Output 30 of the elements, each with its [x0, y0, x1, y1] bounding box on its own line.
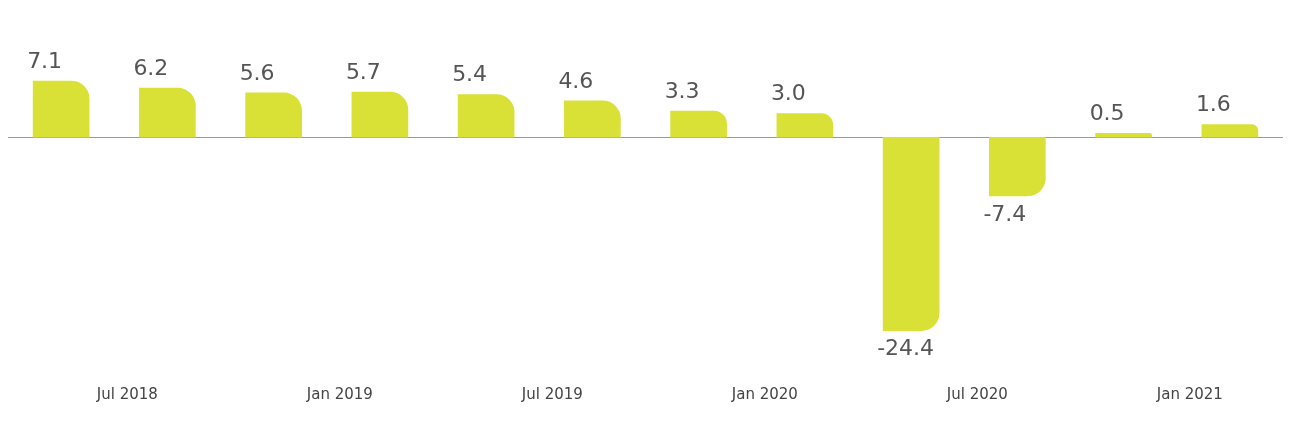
bar [1095, 132, 1152, 138]
x-tick-label: Jan 2020 [730, 384, 798, 403]
data-label: 5.6 [239, 59, 275, 85]
bar [32, 80, 90, 138]
data-label: 6.2 [133, 54, 169, 80]
bar [1201, 124, 1259, 138]
bar [139, 87, 196, 138]
bar [989, 136, 1046, 197]
data-label: 5.7 [345, 58, 381, 84]
data-label: 3.3 [664, 77, 700, 103]
bar [882, 136, 940, 331]
data-label: 5.4 [452, 61, 488, 87]
data-label: 1.6 [1195, 91, 1231, 117]
x-tick-label: Jan 2021 [1155, 384, 1223, 403]
data-label: 7.1 [27, 47, 63, 73]
data-label: 0.5 [1089, 100, 1125, 126]
bar [351, 91, 409, 138]
bar [564, 100, 621, 138]
bar [245, 92, 302, 138]
x-tick-label: Jul 2020 [945, 384, 1008, 403]
data-label: 3.0 [770, 80, 806, 106]
data-label: 4.6 [558, 67, 594, 93]
bar [457, 94, 515, 138]
data-label: -7.4 [983, 200, 1027, 226]
bar [776, 113, 834, 138]
x-tick-label: Jan 2019 [305, 384, 373, 403]
x-tick-label: Jul 2019 [520, 384, 583, 403]
x-tick-label: Jul 2018 [95, 384, 158, 403]
bar [670, 110, 727, 138]
data-label: -24.4 [877, 335, 935, 361]
